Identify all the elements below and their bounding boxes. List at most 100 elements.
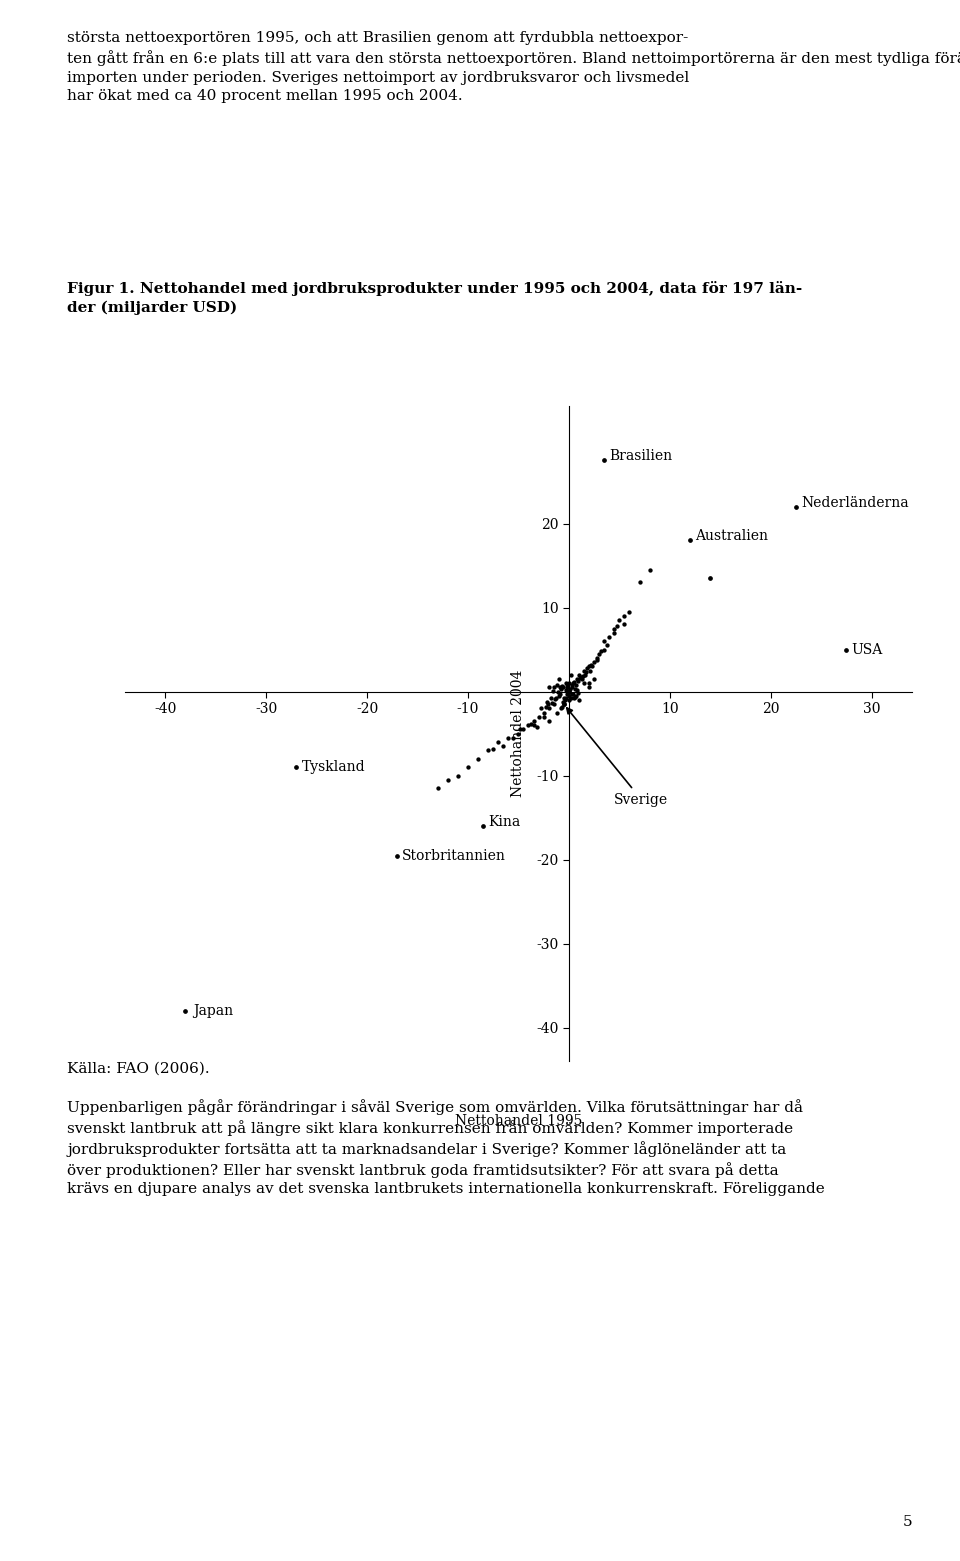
Point [549, 673, 564, 698]
Point [178, 999, 193, 1024]
Point [555, 690, 570, 715]
Point [582, 654, 597, 679]
Point [574, 667, 589, 692]
Point [577, 662, 592, 687]
Point [642, 557, 658, 582]
Point [548, 685, 564, 710]
Point [583, 659, 598, 684]
Point [584, 652, 599, 677]
Point [570, 681, 586, 706]
X-axis label: Nettohandel 1995: Nettohandel 1995 [455, 1115, 582, 1129]
Point [558, 685, 573, 710]
Point [562, 687, 577, 712]
Point [561, 679, 576, 704]
Point [536, 704, 551, 729]
Point [546, 692, 562, 716]
Point [567, 676, 583, 701]
Point [551, 667, 566, 692]
Point [475, 813, 491, 838]
Y-axis label: Nettohandel 2004: Nettohandel 2004 [511, 670, 525, 798]
Point [440, 768, 455, 793]
Point [557, 687, 572, 712]
Text: 5: 5 [902, 1516, 912, 1528]
Point [564, 685, 579, 710]
Point [550, 681, 565, 706]
Point [562, 679, 577, 704]
Text: Storbritannien: Storbritannien [402, 849, 506, 863]
Text: Sverige: Sverige [566, 707, 668, 807]
Point [533, 696, 548, 721]
Point [545, 679, 561, 704]
Point [559, 674, 574, 699]
Point [616, 612, 632, 637]
Point [703, 565, 718, 590]
Point [513, 716, 528, 741]
Point [554, 695, 569, 720]
Point [561, 681, 576, 706]
Point [565, 671, 581, 696]
Point [526, 709, 541, 734]
Point [544, 690, 560, 715]
Point [556, 692, 571, 716]
Point [596, 637, 612, 662]
Point [553, 696, 568, 721]
Point [683, 528, 698, 553]
Point [470, 746, 486, 771]
Point [480, 738, 495, 763]
Text: Japan: Japan [193, 1004, 233, 1018]
Text: USA: USA [852, 643, 882, 657]
Point [566, 685, 582, 710]
Point [562, 679, 577, 704]
Text: Figur 1. Nettohandel med jordbruksprodukter under 1995 och 2004, data för 197 lä: Figur 1. Nettohandel med jordbruksproduk… [67, 281, 803, 315]
Point [576, 659, 591, 684]
Point [622, 599, 637, 624]
Point [570, 668, 586, 693]
Point [559, 671, 574, 696]
Point [582, 674, 597, 699]
Point [839, 637, 854, 662]
Point [541, 709, 557, 734]
Point [543, 685, 559, 710]
Point [289, 756, 304, 780]
Point [607, 617, 622, 642]
Point [526, 713, 541, 738]
Point [582, 671, 597, 696]
Point [571, 687, 587, 712]
Point [541, 696, 557, 721]
Point [559, 682, 574, 707]
Point [495, 734, 511, 759]
Point [558, 677, 573, 702]
Text: Brasilien: Brasilien [610, 450, 672, 464]
Point [573, 663, 588, 688]
Point [610, 613, 625, 638]
Point [576, 671, 591, 696]
Point [539, 690, 554, 715]
Point [579, 656, 594, 681]
Point [564, 662, 579, 687]
Point [632, 570, 647, 595]
Point [578, 660, 593, 685]
Point [390, 843, 405, 868]
Text: Kina: Kina [488, 815, 520, 829]
Point [556, 692, 571, 716]
Point [587, 649, 602, 674]
Point [554, 673, 569, 698]
Point [600, 632, 615, 657]
Point [572, 665, 588, 690]
Point [486, 737, 501, 762]
Point [546, 674, 562, 699]
Point [541, 674, 557, 699]
Point [575, 663, 590, 688]
Point [540, 692, 555, 716]
Point [491, 729, 506, 754]
Point [568, 673, 584, 698]
Point [562, 671, 577, 696]
Point [531, 704, 546, 729]
Point [568, 684, 584, 709]
Point [564, 682, 580, 707]
Text: Australien: Australien [695, 529, 768, 543]
Point [511, 721, 526, 746]
Point [506, 726, 521, 751]
Point [552, 674, 567, 699]
Point [556, 685, 571, 710]
